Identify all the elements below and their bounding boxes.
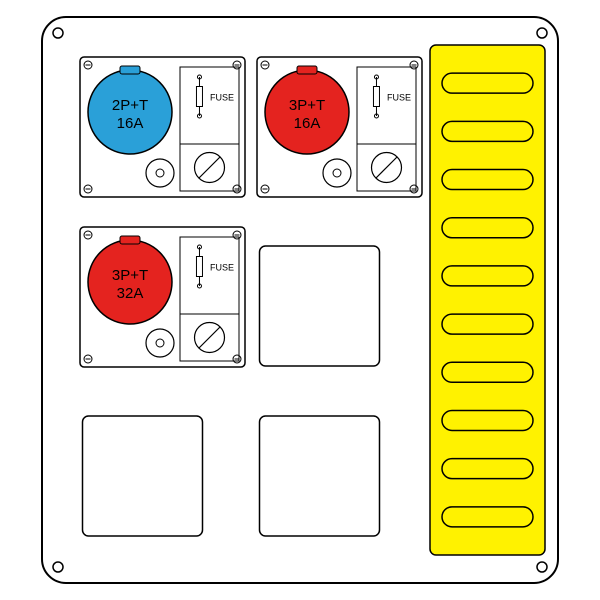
- plug-label: 32A: [117, 285, 144, 302]
- plug-label: 3P+T: [112, 267, 148, 284]
- plug-label: 16A: [117, 115, 144, 132]
- plug-label: 2P+T: [112, 97, 148, 114]
- fuse-label: FUSE: [210, 93, 234, 103]
- fuse-label: FUSE: [387, 93, 411, 103]
- plug-label: 16A: [294, 115, 321, 132]
- plug-label: 3P+T: [289, 97, 325, 114]
- fuse-label: FUSE: [210, 263, 234, 273]
